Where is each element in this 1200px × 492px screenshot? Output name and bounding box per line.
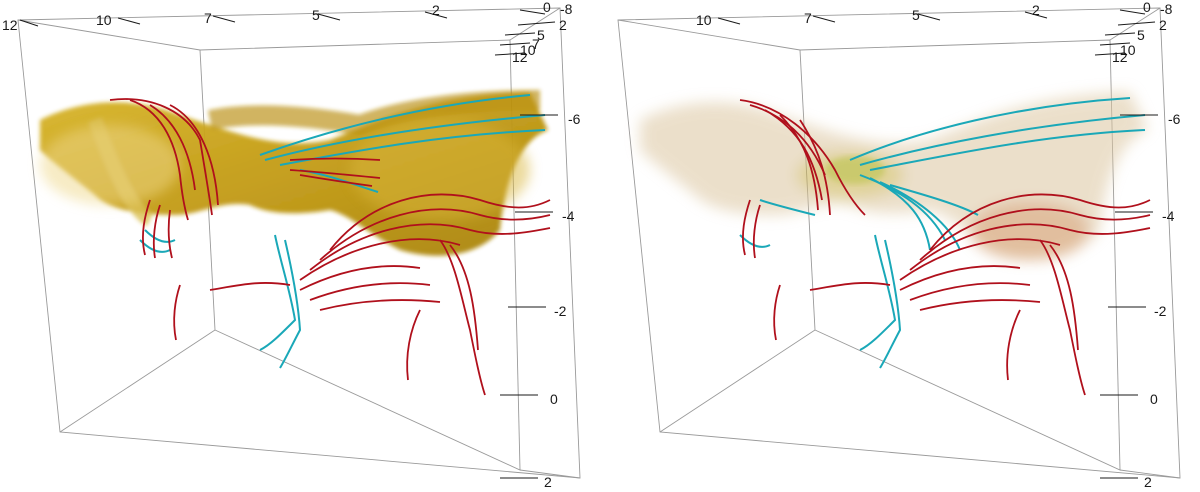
tick-label-right-0: -8 bbox=[560, 1, 573, 17]
tick-label-right-4: 12 bbox=[1112, 49, 1128, 65]
tick-label-right-1: 2 bbox=[1159, 17, 1167, 33]
left-3d-view: 12 10 7 5 2 0 -8 2 5 7 10 12 -6 -4 -2 0 … bbox=[2, 0, 581, 490]
axis-ticks bbox=[717, 9, 1158, 479]
tick-label-z-1: -4 bbox=[562, 208, 575, 224]
top-axis-labels: 10 7 5 2 0 bbox=[696, 0, 1151, 28]
right-render-panel: 10 7 5 2 0 -8 2 5 10 12 -6 -4 -2 0 2 bbox=[600, 0, 1200, 492]
tick-label-right-2: 5 bbox=[1137, 27, 1145, 43]
tick-label-top-5: 0 bbox=[543, 0, 551, 15]
tick-label-z-3: 0 bbox=[1150, 391, 1158, 407]
tick-label-right-3: 7 bbox=[532, 36, 540, 52]
bounding-box bbox=[617, 7, 1181, 479]
tick-label-top-2: 5 bbox=[912, 7, 920, 23]
tick-label-top-2: 7 bbox=[204, 10, 212, 26]
tick-label-z-3: 0 bbox=[550, 391, 558, 407]
tick-label-top-3: 2 bbox=[1032, 2, 1040, 18]
top-axis-labels: 12 10 7 5 2 0 bbox=[2, 0, 551, 33]
tick-label-right-3: 10 bbox=[1120, 42, 1136, 58]
tick-label-right-5: 12 bbox=[512, 49, 528, 65]
bounding-box bbox=[17, 7, 581, 479]
tick-label-top-0: 10 bbox=[696, 12, 712, 28]
z-axis-labels: -6 -4 -2 0 2 bbox=[1144, 111, 1181, 490]
tick-label-z-1: -4 bbox=[1162, 208, 1175, 224]
tick-label-top-0: 12 bbox=[2, 17, 18, 33]
cyan-field-lines bbox=[739, 97, 1146, 369]
right-top-axis-labels: -8 2 5 7 10 12 bbox=[512, 1, 573, 65]
tick-label-top-1: 7 bbox=[804, 10, 812, 26]
tick-label-right-1: 2 bbox=[559, 17, 567, 33]
tick-label-z-2: -2 bbox=[1154, 303, 1167, 319]
right-3d-view: 10 7 5 2 0 -8 2 5 10 12 -6 -4 -2 0 2 bbox=[617, 0, 1181, 490]
tick-label-z-2: -2 bbox=[554, 303, 567, 319]
left-render-panel: 12 10 7 5 2 0 -8 2 5 7 10 12 -6 -4 -2 0 … bbox=[2, 0, 581, 490]
tick-label-z-4: 2 bbox=[1144, 474, 1152, 490]
axis-ticks bbox=[19, 9, 558, 479]
tick-label-top-4: 2 bbox=[432, 2, 440, 18]
tick-label-right-0: -8 bbox=[1160, 1, 1173, 17]
tick-label-right-4: 10 bbox=[520, 42, 536, 58]
red-field-lines bbox=[739, 99, 1151, 396]
tick-label-z-0: -6 bbox=[1168, 111, 1181, 127]
tick-label-z-0: -6 bbox=[568, 111, 581, 127]
tick-label-z-4: 2 bbox=[544, 474, 552, 490]
volume-rendering bbox=[640, 92, 1148, 260]
tick-label-top-1: 10 bbox=[96, 12, 112, 28]
z-axis-labels: -6 -4 -2 0 2 bbox=[544, 111, 581, 490]
right-top-axis-labels: -8 2 5 10 12 bbox=[1112, 1, 1173, 65]
tick-label-top-4: 0 bbox=[1143, 0, 1151, 15]
red-field-lines bbox=[109, 98, 551, 396]
tick-label-right-2: 5 bbox=[537, 27, 545, 43]
tick-label-top-3: 5 bbox=[312, 7, 320, 23]
